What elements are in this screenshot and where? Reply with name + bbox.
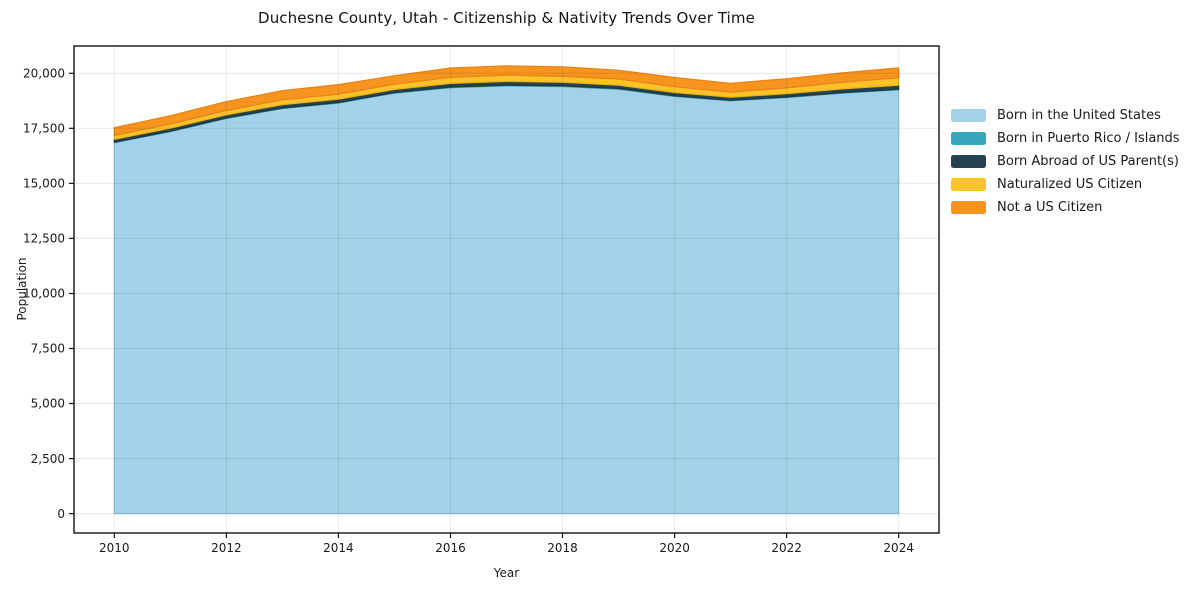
y-tick-label: 5,000: [31, 397, 65, 411]
legend-label: Born in the United States: [997, 108, 1161, 123]
x-tick-label: 2016: [435, 541, 466, 555]
legend-swatch: [951, 178, 986, 191]
x-tick-label: 2018: [547, 541, 578, 555]
legend-item: Born Abroad of US Parent(s): [951, 150, 1180, 173]
area-band-not-a-us-citizen: [113, 65, 900, 136]
y-tick-label: 20,000: [23, 67, 65, 81]
legend-item: Not a US Citizen: [951, 196, 1180, 219]
legend-label: Born in Puerto Rico / Islands: [997, 131, 1180, 146]
x-tick-label: 2012: [211, 541, 242, 555]
legend-label: Naturalized US Citizen: [997, 177, 1143, 192]
legend-item: Born in Puerto Rico / Islands: [951, 127, 1180, 150]
legend-label: Born Abroad of US Parent(s): [997, 154, 1179, 169]
x-tick-label: 2024: [883, 541, 914, 555]
y-tick-label: 10,000: [23, 287, 65, 301]
x-tick-label: 2010: [99, 541, 130, 555]
area-band-born-in-the-united-states: [113, 85, 900, 515]
y-tick-label: 15,000: [23, 177, 65, 191]
y-tick-label: 0: [57, 507, 65, 521]
legend-label: Not a US Citizen: [997, 200, 1103, 215]
legend-swatch: [951, 109, 986, 122]
x-tick-label: 2014: [323, 541, 354, 555]
chart-title: Duchesne County, Utah - Citizenship & Na…: [258, 9, 755, 27]
legend-swatch: [951, 201, 986, 214]
legend: Born in the United States Born in Puerto …: [951, 104, 1180, 219]
y-tick-label: 2,500: [31, 452, 65, 466]
x-tick-label: 2022: [771, 541, 802, 555]
y-tick-label: 7,500: [31, 342, 65, 356]
legend-swatch: [951, 155, 986, 168]
x-axis-label: Year: [493, 566, 520, 580]
y-tick-label: 17,500: [23, 122, 65, 136]
x-tick-label: 2020: [659, 541, 690, 555]
legend-swatch: [951, 132, 986, 145]
legend-item: Naturalized US Citizen: [951, 173, 1180, 196]
legend-item: Born in the United States: [951, 104, 1180, 127]
plot-border: [73, 45, 940, 534]
y-axis-label: Population: [15, 257, 29, 321]
y-tick-label: 12,500: [23, 232, 65, 246]
